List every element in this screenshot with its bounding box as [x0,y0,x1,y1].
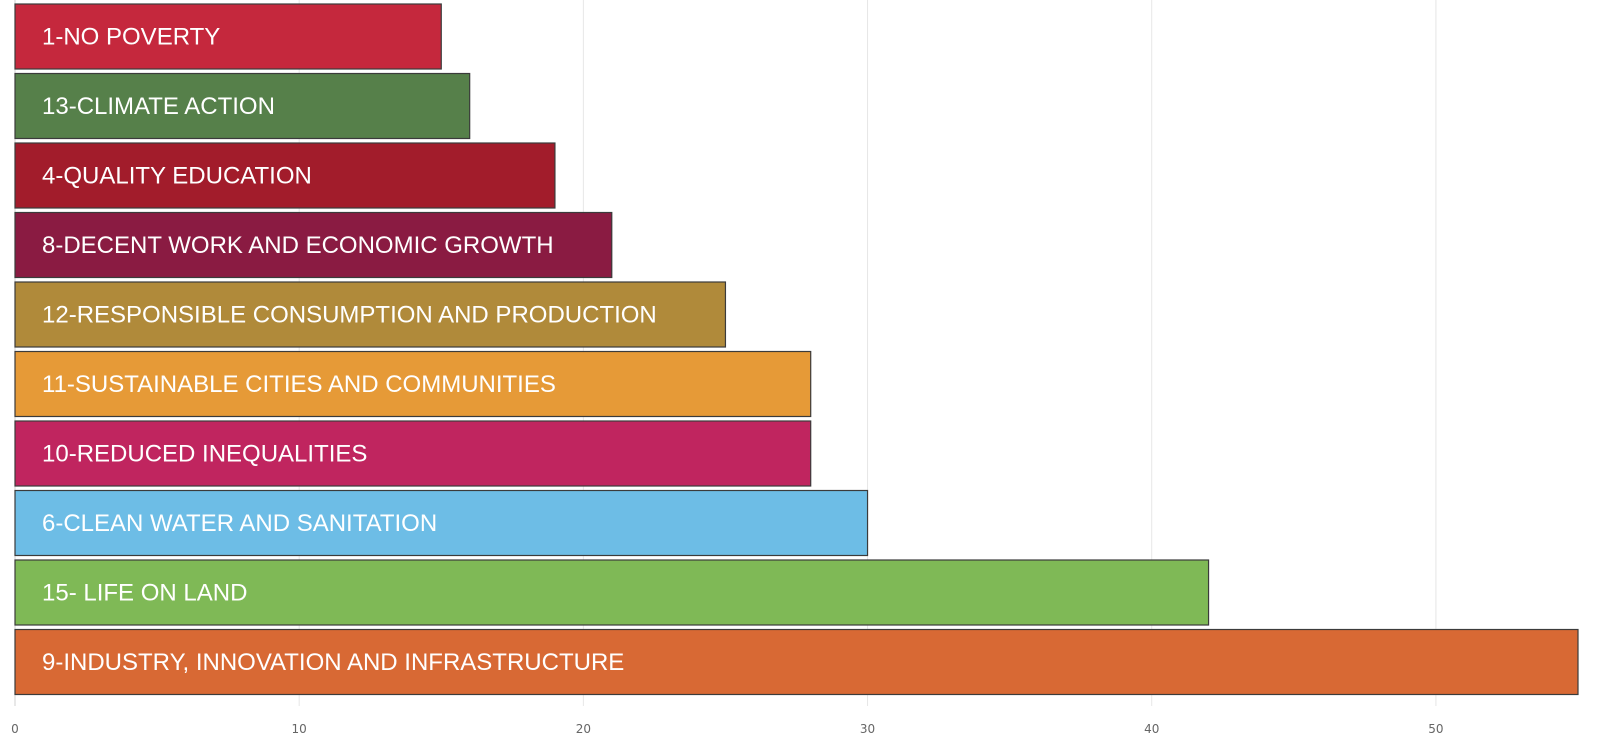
bar-label-4: 8-DECENT WORK AND ECONOMIC GROWTH [42,232,554,259]
bar-label-1: 1-NO POVERTY [42,24,220,51]
bar-9 [14,559,1210,626]
bar-label-6: 11-SUSTAINABLE CITIES AND COMMUNITIES [42,371,556,398]
bar-5 [14,281,727,348]
bar-label-7: 10-REDUCED INEQUALITIES [42,441,367,468]
x-tick-label-50: 50 [1428,722,1443,736]
bar-labels: 1-NO POVERTY 13-CLIMATE ACTION 4-QUALITY E… [42,24,657,677]
bar-10 [14,628,1579,696]
bar-1 [14,3,442,70]
bar-8 [14,489,869,557]
x-axis-ticks: 0 10 20 30 40 50 [11,722,1443,736]
bar-label-8: 6-CLEAN WATER AND SANITATION [42,510,437,537]
bars [14,3,1579,696]
bar-label-2: 13-CLIMATE ACTION [42,93,275,120]
bar-6 [14,350,812,418]
bar-2 [14,72,471,140]
bar-label-10: 9-INDUSTRY, INNOVATION AND INFRASTRUCTUR… [42,649,624,676]
x-tick-label-20: 20 [576,722,591,736]
x-tick-label-10: 10 [292,722,307,736]
bar-label-9: 15- LIFE ON LAND [42,580,247,607]
bar-7 [14,420,812,487]
x-tick-label-0: 0 [11,722,19,736]
bar-label-5: 12-RESPONSIBLE CONSUMPTION AND PRODUCTIO… [42,302,657,329]
bar-label-3: 4-QUALITY EDUCATION [42,163,312,190]
x-tick-label-40: 40 [1144,722,1159,736]
bar-3 [14,142,556,209]
x-tick-label-30: 30 [860,722,875,736]
bar-4 [14,211,613,279]
